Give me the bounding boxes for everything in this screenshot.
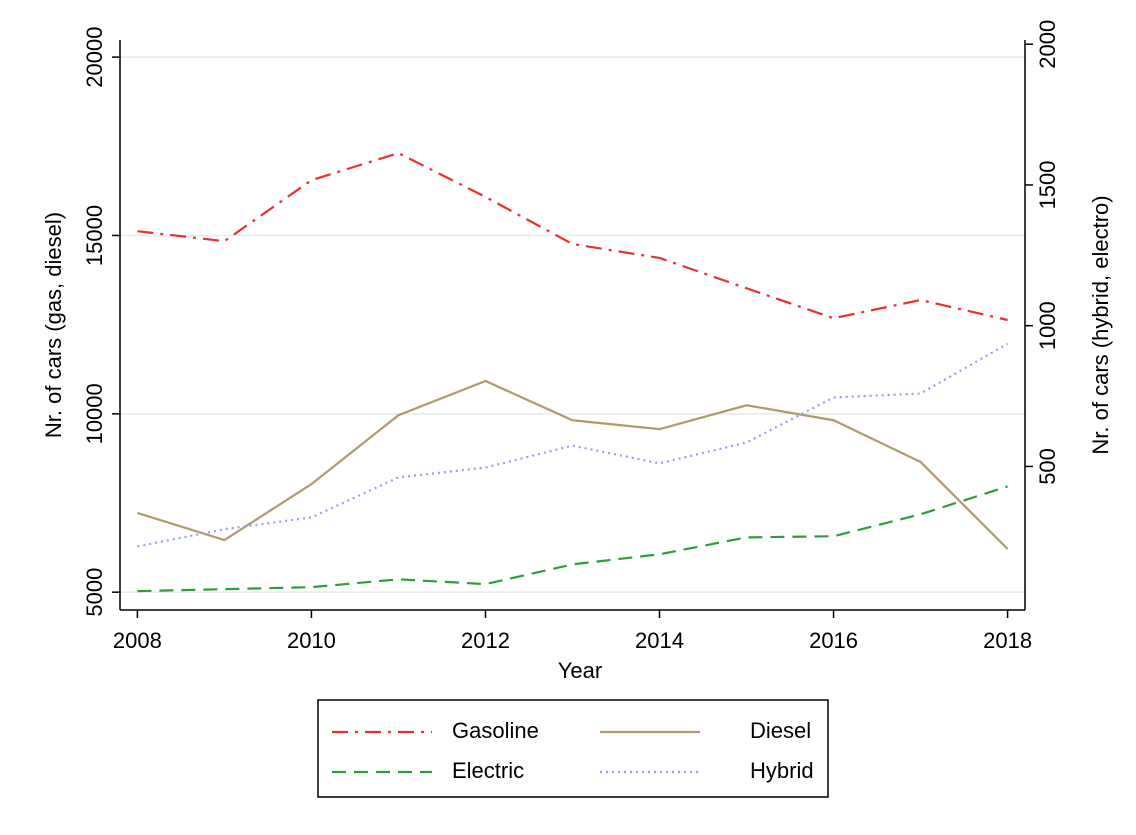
legend-label: Electric — [452, 758, 524, 783]
series-line — [137, 379, 1009, 550]
y2-tick-label: 500 — [1035, 448, 1060, 485]
series-line — [137, 151, 1008, 322]
y2-tick-label: 2000 — [1035, 20, 1060, 69]
y-tick-label: 5000 — [82, 568, 107, 617]
x-axis-title: Year — [558, 658, 602, 683]
y-tick-label: 10000 — [82, 383, 107, 444]
y2-axis-title: Nr. of cars (hybrid, electro) — [1088, 195, 1113, 454]
legend-label: Diesel — [750, 718, 811, 743]
x-tick-label: 2016 — [809, 628, 858, 653]
legend-label: Hybrid — [750, 758, 814, 783]
legend-box — [317, 699, 829, 798]
x-tick-label: 2018 — [983, 628, 1032, 653]
x-tick-label: 2012 — [461, 628, 510, 653]
y-tick-label: 20000 — [82, 27, 107, 88]
y-axis-title: Nr. of cars (gas, diesel) — [41, 212, 66, 438]
x-tick-label: 2010 — [287, 628, 336, 653]
y2-tick-label: 1500 — [1035, 160, 1060, 209]
legend-label: Gasoline — [452, 718, 539, 743]
series-line — [137, 485, 1008, 593]
y-tick-label: 15000 — [82, 205, 107, 266]
series-line — [137, 342, 1009, 548]
x-tick-label: 2008 — [113, 628, 162, 653]
y2-tick-label: 1000 — [1035, 301, 1060, 350]
x-tick-label: 2014 — [635, 628, 684, 653]
